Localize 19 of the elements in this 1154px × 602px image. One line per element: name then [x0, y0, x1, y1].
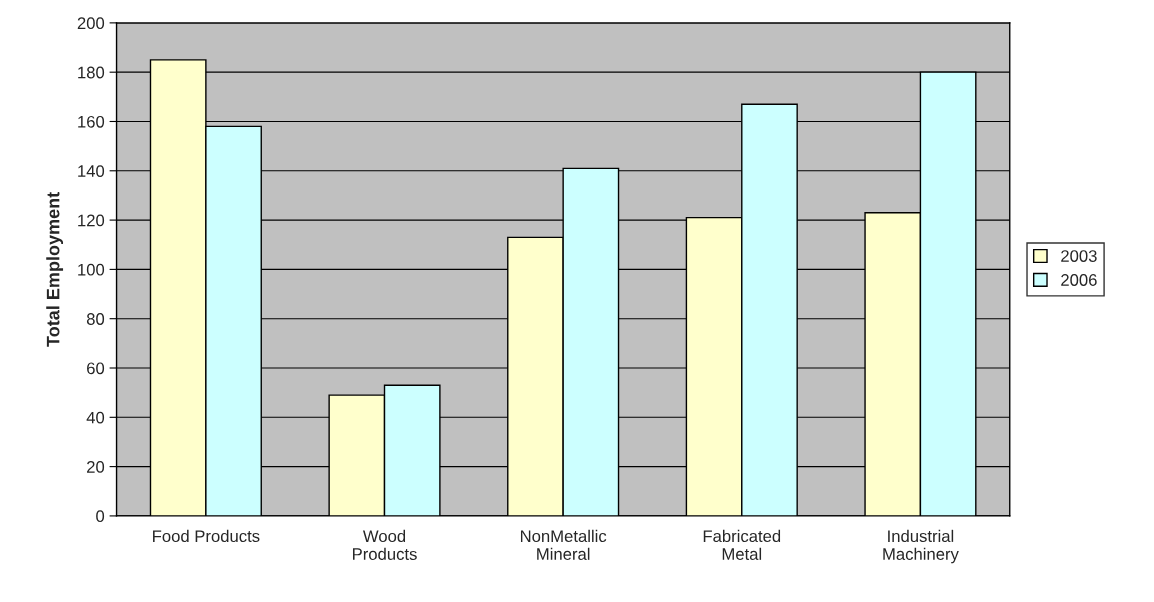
- x-tick-label: Wood Products: [353, 529, 417, 560]
- x-tick-label: Fabricated Metal: [703, 529, 781, 560]
- x-tick-label: Food Products: [153, 529, 260, 543]
- y-tick-label: 40: [86, 411, 105, 424]
- y-axis-title: Total Employment: [46, 192, 64, 347]
- y-tick-label: 80: [86, 313, 105, 325]
- legend-label: 2003: [1061, 250, 1097, 262]
- y-tick-label: 200: [77, 17, 105, 30]
- x-tick-label: Industrial Machinery: [883, 529, 959, 564]
- y-tick-label: 100: [78, 263, 105, 276]
- y-tick-label: 120: [78, 214, 105, 227]
- y-tick-label: 140: [78, 165, 105, 177]
- y-tick-label: 160: [78, 115, 105, 128]
- legend-label: 2006: [1061, 274, 1097, 286]
- y-tick-label: 60: [87, 362, 105, 375]
- y-tick-label: 0: [96, 510, 105, 523]
- y-tick-label: 20: [87, 461, 105, 473]
- y-tick-label: 180: [78, 66, 105, 79]
- x-tick-label: NonMetallic Mineral: [520, 529, 607, 560]
